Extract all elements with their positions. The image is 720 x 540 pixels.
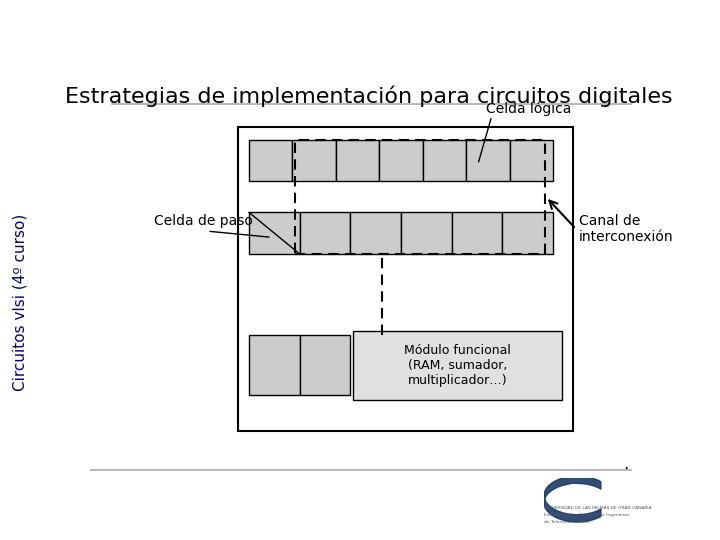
Text: Estrategias de implementación para circuitos digitales: Estrategias de implementación para circu… xyxy=(66,85,672,107)
Text: Módulo funcional
(RAM, sumador,
multiplicador…): Módulo funcional (RAM, sumador, multipli… xyxy=(404,344,510,387)
Bar xyxy=(294,140,545,254)
Text: Escuela Técnica Superior de Ingenieros: Escuela Técnica Superior de Ingenieros xyxy=(544,514,629,517)
Text: UNIVERSIDAD DE LAS PALMAS DE GRAN CANARIA: UNIVERSIDAD DE LAS PALMAS DE GRAN CANARI… xyxy=(544,507,651,510)
Bar xyxy=(467,140,510,181)
Bar xyxy=(249,212,300,254)
Bar xyxy=(423,140,467,181)
Bar xyxy=(510,140,553,181)
Bar xyxy=(249,335,300,395)
Bar xyxy=(238,127,572,431)
Bar xyxy=(292,140,336,181)
Bar xyxy=(354,331,562,400)
Text: .: . xyxy=(623,455,629,473)
Bar xyxy=(300,335,351,395)
Text: Celda de paso: Celda de paso xyxy=(154,214,253,228)
Text: Canal de
interconexión: Canal de interconexión xyxy=(579,214,673,244)
Bar xyxy=(351,212,401,254)
Bar xyxy=(379,140,423,181)
Bar xyxy=(451,212,503,254)
Bar xyxy=(249,140,292,181)
Bar xyxy=(401,212,451,254)
Text: de Telecomunicación: de Telecomunicación xyxy=(544,521,589,524)
Bar xyxy=(336,140,379,181)
Text: Celda lógica: Celda lógica xyxy=(486,101,572,116)
Text: Circuitos vlsi (4º curso): Circuitos vlsi (4º curso) xyxy=(13,214,27,391)
Bar xyxy=(503,212,553,254)
Bar xyxy=(300,212,351,254)
